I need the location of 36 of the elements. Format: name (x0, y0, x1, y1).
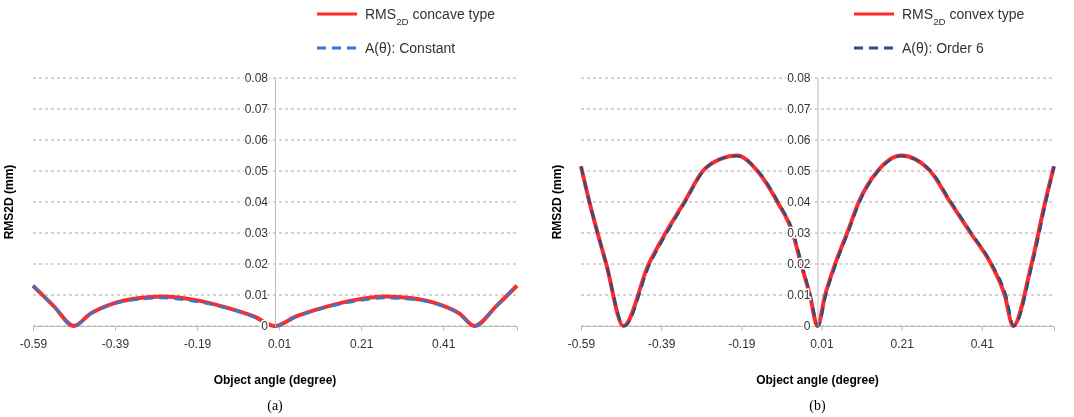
x-tick-label: 0.21 (890, 336, 915, 351)
y-tick-label: 0.08 (244, 71, 269, 86)
y-tick-label: 0.05 (244, 164, 269, 179)
x-tick-label: 0.41 (970, 336, 995, 351)
text: (b) (809, 398, 826, 414)
x-axis-title: Object angle (degree) (756, 373, 879, 387)
y-tick-label: 0.07 (787, 102, 811, 117)
x-axis-title: Object angle (degree) (213, 373, 337, 387)
x-tick-label: 0.01 (810, 336, 835, 351)
x-tick-label: 0.01 (267, 336, 292, 351)
y-tick-label: 0.04 (787, 195, 811, 210)
y-tick-label: 0.08 (787, 71, 811, 86)
y-tick-label: 0.05 (787, 164, 811, 179)
x-tick-label: 0.21 (349, 336, 374, 351)
y-tick-label: 0.07 (244, 102, 269, 117)
y-tick-label: 0.03 (244, 226, 269, 241)
text: (a) (267, 398, 284, 414)
y-tick-label: 0.02 (244, 257, 269, 272)
x-tick-label: -0.59 (19, 336, 48, 351)
y-tick-label: 0.01 (244, 288, 269, 303)
y-tick-label: 0.06 (787, 133, 811, 148)
legend-label: RMS$_{2D}$ convex type (902, 5, 1025, 27)
x-tick-label: 0.41 (431, 336, 456, 351)
x-tick-label: -0.39 (647, 336, 676, 351)
y-axis-title: RMS2D (mm) (2, 164, 16, 240)
x-tick-label: -0.39 (101, 336, 130, 351)
y-axis-title: RMS2D (mm) (550, 164, 564, 240)
y-tick-label: 0.04 (244, 195, 269, 210)
legend-label: RMS$_{2D}$ concave type (365, 5, 496, 27)
x-tick-label: -0.59 (567, 336, 596, 351)
x-tick-label: -0.19 (183, 336, 212, 351)
legend-label: A(θ): Constant (365, 39, 456, 56)
x-tick-label: -0.19 (728, 336, 756, 351)
y-tick-label: 0.06 (244, 133, 269, 148)
legend-label: A(θ): Order 6 (902, 39, 984, 56)
y-tick-label: 0 (803, 319, 811, 334)
